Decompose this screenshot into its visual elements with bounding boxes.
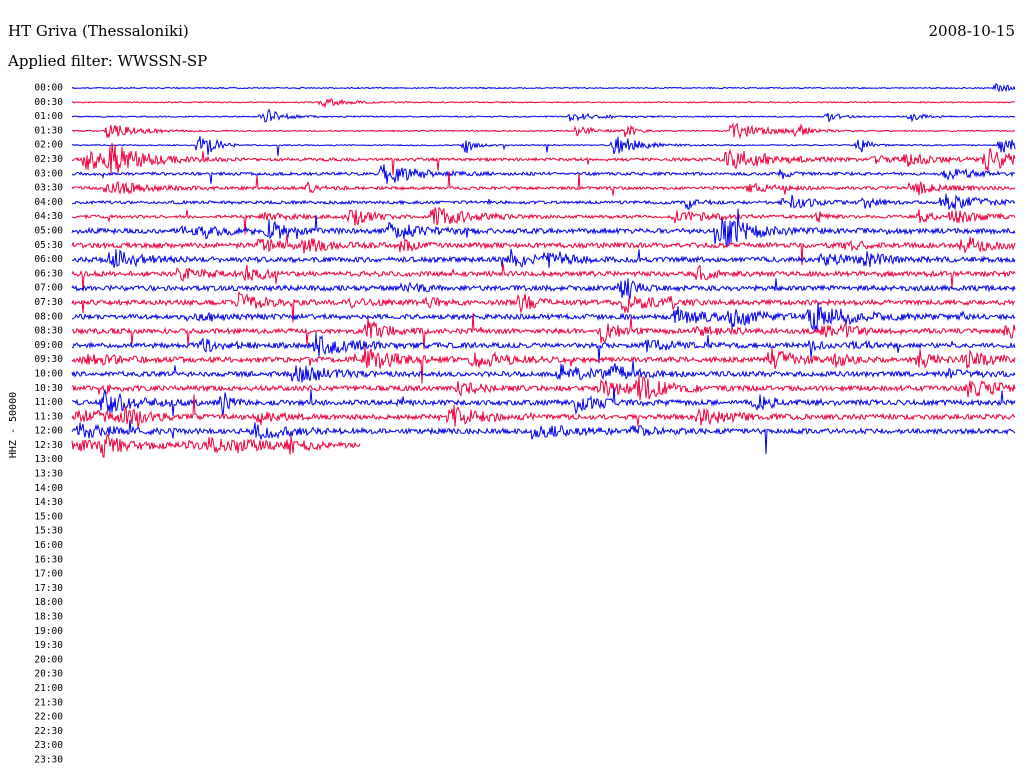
time-label: 08:00 xyxy=(34,311,63,322)
time-label: 22:00 xyxy=(34,712,63,723)
time-label: 14:00 xyxy=(34,483,63,494)
time-label: 04:30 xyxy=(34,211,63,222)
time-label: 19:30 xyxy=(34,640,63,651)
trace xyxy=(71,83,1016,93)
time-label: 04:00 xyxy=(34,197,63,208)
trace xyxy=(71,313,1016,350)
time-label: 01:30 xyxy=(34,125,63,136)
time-label: 16:30 xyxy=(34,554,63,565)
time-label: 07:00 xyxy=(34,283,63,294)
time-label: 09:00 xyxy=(34,340,63,351)
station-title: HT Griva (Thessaloniki) xyxy=(8,22,189,40)
time-label: 20:00 xyxy=(34,654,63,665)
time-label: 15:00 xyxy=(34,511,63,522)
trace xyxy=(71,208,1016,248)
time-label: 17:00 xyxy=(34,569,63,580)
time-label: 15:30 xyxy=(34,526,63,537)
trace xyxy=(71,248,1016,268)
traces xyxy=(71,83,1016,458)
time-label: 10:00 xyxy=(34,368,63,379)
time-label: 11:00 xyxy=(34,397,63,408)
trace xyxy=(71,164,1016,184)
channel-label: HHZ - 50000 xyxy=(8,392,19,458)
trace xyxy=(71,302,1016,333)
time-label: 00:00 xyxy=(34,83,63,94)
trace xyxy=(71,374,1016,401)
trace xyxy=(71,387,1016,417)
trace xyxy=(72,122,1016,140)
time-label: 14:30 xyxy=(34,497,63,508)
time-label: 23:30 xyxy=(34,755,63,766)
trace xyxy=(71,234,1016,266)
time-label: 18:00 xyxy=(34,597,63,608)
time-label: 06:30 xyxy=(34,268,63,279)
time-label: 07:30 xyxy=(34,297,63,308)
trace xyxy=(71,263,1016,291)
time-label: 01:00 xyxy=(34,111,63,122)
trace xyxy=(71,97,1016,109)
time-label: 13:30 xyxy=(34,469,63,480)
time-label: 17:30 xyxy=(34,583,63,594)
time-label: 22:30 xyxy=(34,726,63,737)
time-label: 02:00 xyxy=(34,140,63,151)
time-label: 03:00 xyxy=(34,168,63,179)
trace xyxy=(71,142,1016,175)
time-label: 12:30 xyxy=(34,440,63,451)
time-label: 03:30 xyxy=(34,183,63,194)
trace xyxy=(71,347,1016,384)
time-label: 19:00 xyxy=(34,626,63,637)
time-label: 18:30 xyxy=(34,612,63,623)
trace xyxy=(71,278,1016,300)
time-label: 06:00 xyxy=(34,254,63,265)
time-label: 02:30 xyxy=(34,154,63,165)
trace xyxy=(71,433,361,458)
trace xyxy=(71,290,1016,323)
time-label: 12:00 xyxy=(34,426,63,437)
trace xyxy=(71,333,1016,364)
time-label: 23:00 xyxy=(34,740,63,751)
trace xyxy=(71,206,1016,235)
trace xyxy=(71,108,1016,123)
filter-label: Applied filter: WWSSN-SP xyxy=(7,52,207,70)
time-label: 00:30 xyxy=(34,97,63,108)
trace xyxy=(71,419,1016,455)
time-label: 05:00 xyxy=(34,225,63,236)
time-label: 16:00 xyxy=(34,540,63,551)
time-label: 13:00 xyxy=(34,454,63,465)
time-label: 20:30 xyxy=(34,669,63,680)
trace xyxy=(71,136,1016,157)
time-label: 10:30 xyxy=(34,383,63,394)
date: 2008-10-15 xyxy=(929,22,1015,40)
trace xyxy=(71,394,1016,428)
trace xyxy=(71,193,1016,211)
time-label: 21:30 xyxy=(34,697,63,708)
time-label: 11:30 xyxy=(34,411,63,422)
time-label: 08:30 xyxy=(34,326,63,337)
time-label: 21:00 xyxy=(34,683,63,694)
time-label: 05:30 xyxy=(34,240,63,251)
trace xyxy=(71,360,1016,383)
time-label: 09:30 xyxy=(34,354,63,365)
trace xyxy=(71,171,1016,196)
